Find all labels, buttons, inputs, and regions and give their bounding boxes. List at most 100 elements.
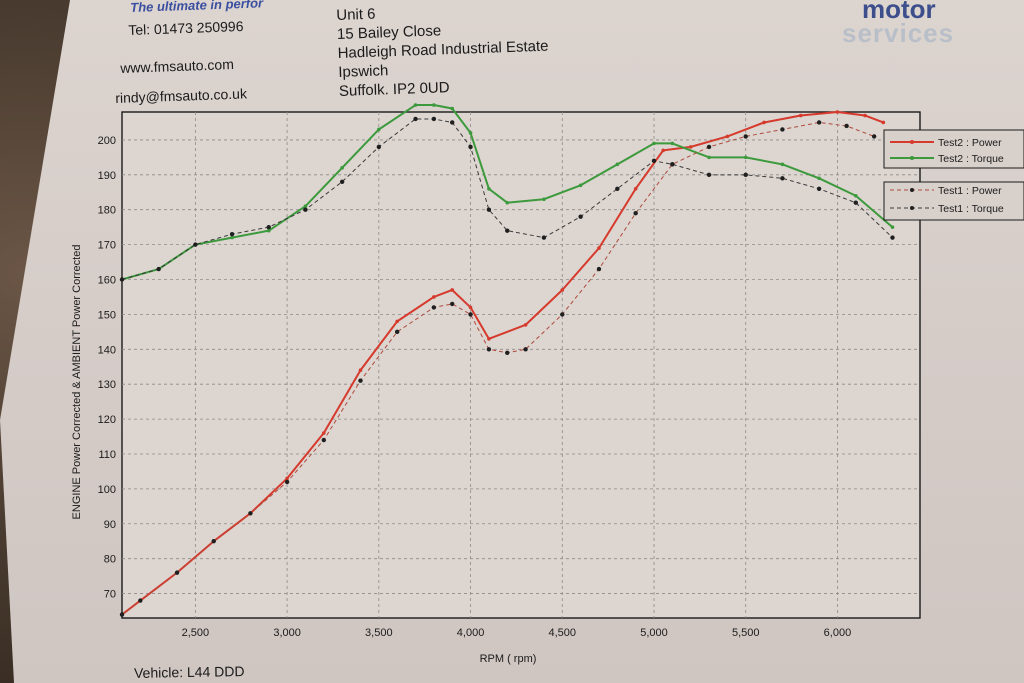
legend-label: Test1 : Power (938, 185, 1002, 197)
data-point (780, 127, 785, 132)
plot-area (121, 111, 921, 619)
data-point (432, 103, 436, 107)
data-point (211, 539, 216, 544)
x-tick-label: 3,500 (365, 627, 393, 639)
data-point (578, 183, 583, 188)
data-point (853, 193, 858, 198)
x-tick-label: 2,500 (182, 627, 210, 639)
data-point (863, 113, 867, 118)
data-point (560, 288, 565, 292)
data-point (633, 211, 638, 216)
data-point (597, 246, 601, 250)
data-point (798, 113, 803, 118)
data-point (505, 228, 510, 233)
data-point (670, 162, 675, 167)
data-point (871, 134, 877, 139)
y-tick-label: 200 (98, 135, 116, 147)
data-point (743, 172, 748, 178)
y-tick-label: 180 (98, 205, 116, 217)
data-point (652, 141, 656, 146)
data-point (229, 231, 235, 237)
legend-marker (910, 206, 914, 210)
legend-marker (910, 140, 914, 144)
data-point (321, 431, 326, 435)
data-point (119, 612, 125, 617)
data-point (358, 378, 363, 383)
y-tick-label: 90 (104, 519, 116, 531)
data-point (450, 106, 455, 111)
series-test1-torque (119, 116, 895, 282)
data-point (890, 235, 895, 240)
data-point (248, 511, 253, 516)
legend-box (883, 129, 1024, 169)
data-point (193, 242, 198, 247)
data-point (450, 120, 455, 125)
data-point (505, 350, 510, 355)
data-point (230, 235, 234, 240)
data-point (266, 224, 271, 230)
data-point (119, 277, 125, 282)
data-point (487, 186, 491, 191)
data-point (395, 319, 399, 324)
data-point (688, 145, 693, 149)
data-point (844, 123, 849, 129)
data-point (725, 134, 730, 139)
data-point (523, 347, 528, 352)
y-tick-label: 70 (104, 589, 116, 601)
y-tick-label: 100 (98, 484, 116, 496)
y-tick-label: 160 (98, 275, 116, 287)
data-point (523, 323, 528, 327)
data-point (468, 305, 473, 310)
data-point (450, 301, 455, 307)
data-point (816, 186, 822, 191)
data-point (468, 144, 473, 150)
x-tick-label: 4,500 (549, 627, 577, 639)
x-tick-label: 6,000 (824, 627, 852, 639)
data-point (340, 166, 344, 170)
data-point (707, 155, 711, 160)
data-point (762, 120, 766, 125)
data-point (505, 200, 510, 205)
x-axis-label: RPM ( rpm) (480, 653, 537, 665)
data-point (578, 214, 583, 219)
data-point (284, 479, 290, 485)
data-point (816, 120, 822, 125)
data-point (542, 197, 546, 202)
data-point (890, 225, 895, 229)
data-point (303, 207, 308, 212)
x-tick-label: 3,000 (273, 627, 301, 639)
data-point (541, 235, 547, 240)
data-point (174, 570, 180, 575)
vehicle-text: Vehicle: L44 DDD (133, 663, 245, 681)
data-point (413, 116, 418, 122)
data-point (780, 162, 785, 167)
data-point (615, 186, 620, 191)
data-point (468, 131, 473, 135)
data-point (321, 437, 326, 443)
data-point (486, 347, 492, 352)
legend-marker (910, 156, 914, 160)
x-tick-label: 4,000 (457, 627, 485, 639)
data-point (377, 127, 381, 132)
legend-label: Test1 : Torque (938, 203, 1004, 215)
data-point (661, 148, 665, 153)
y-tick-label: 80 (104, 554, 116, 566)
data-point (835, 110, 840, 114)
data-point (394, 329, 400, 335)
y-tick-label: 190 (98, 170, 116, 182)
logo-services: services (842, 18, 955, 48)
legend-marker (910, 188, 914, 192)
series-test1-power (119, 120, 877, 617)
data-point (432, 295, 436, 299)
data-point (339, 179, 345, 184)
data-point (633, 186, 638, 191)
data-point (706, 172, 712, 178)
data-point (376, 144, 382, 150)
legend-label: Test2 : Torque (938, 153, 1004, 165)
data-point (431, 116, 437, 122)
x-tick-label: 5,500 (732, 627, 760, 639)
y-tick-label: 110 (98, 449, 116, 461)
data-point (156, 266, 161, 272)
data-point (450, 288, 455, 292)
